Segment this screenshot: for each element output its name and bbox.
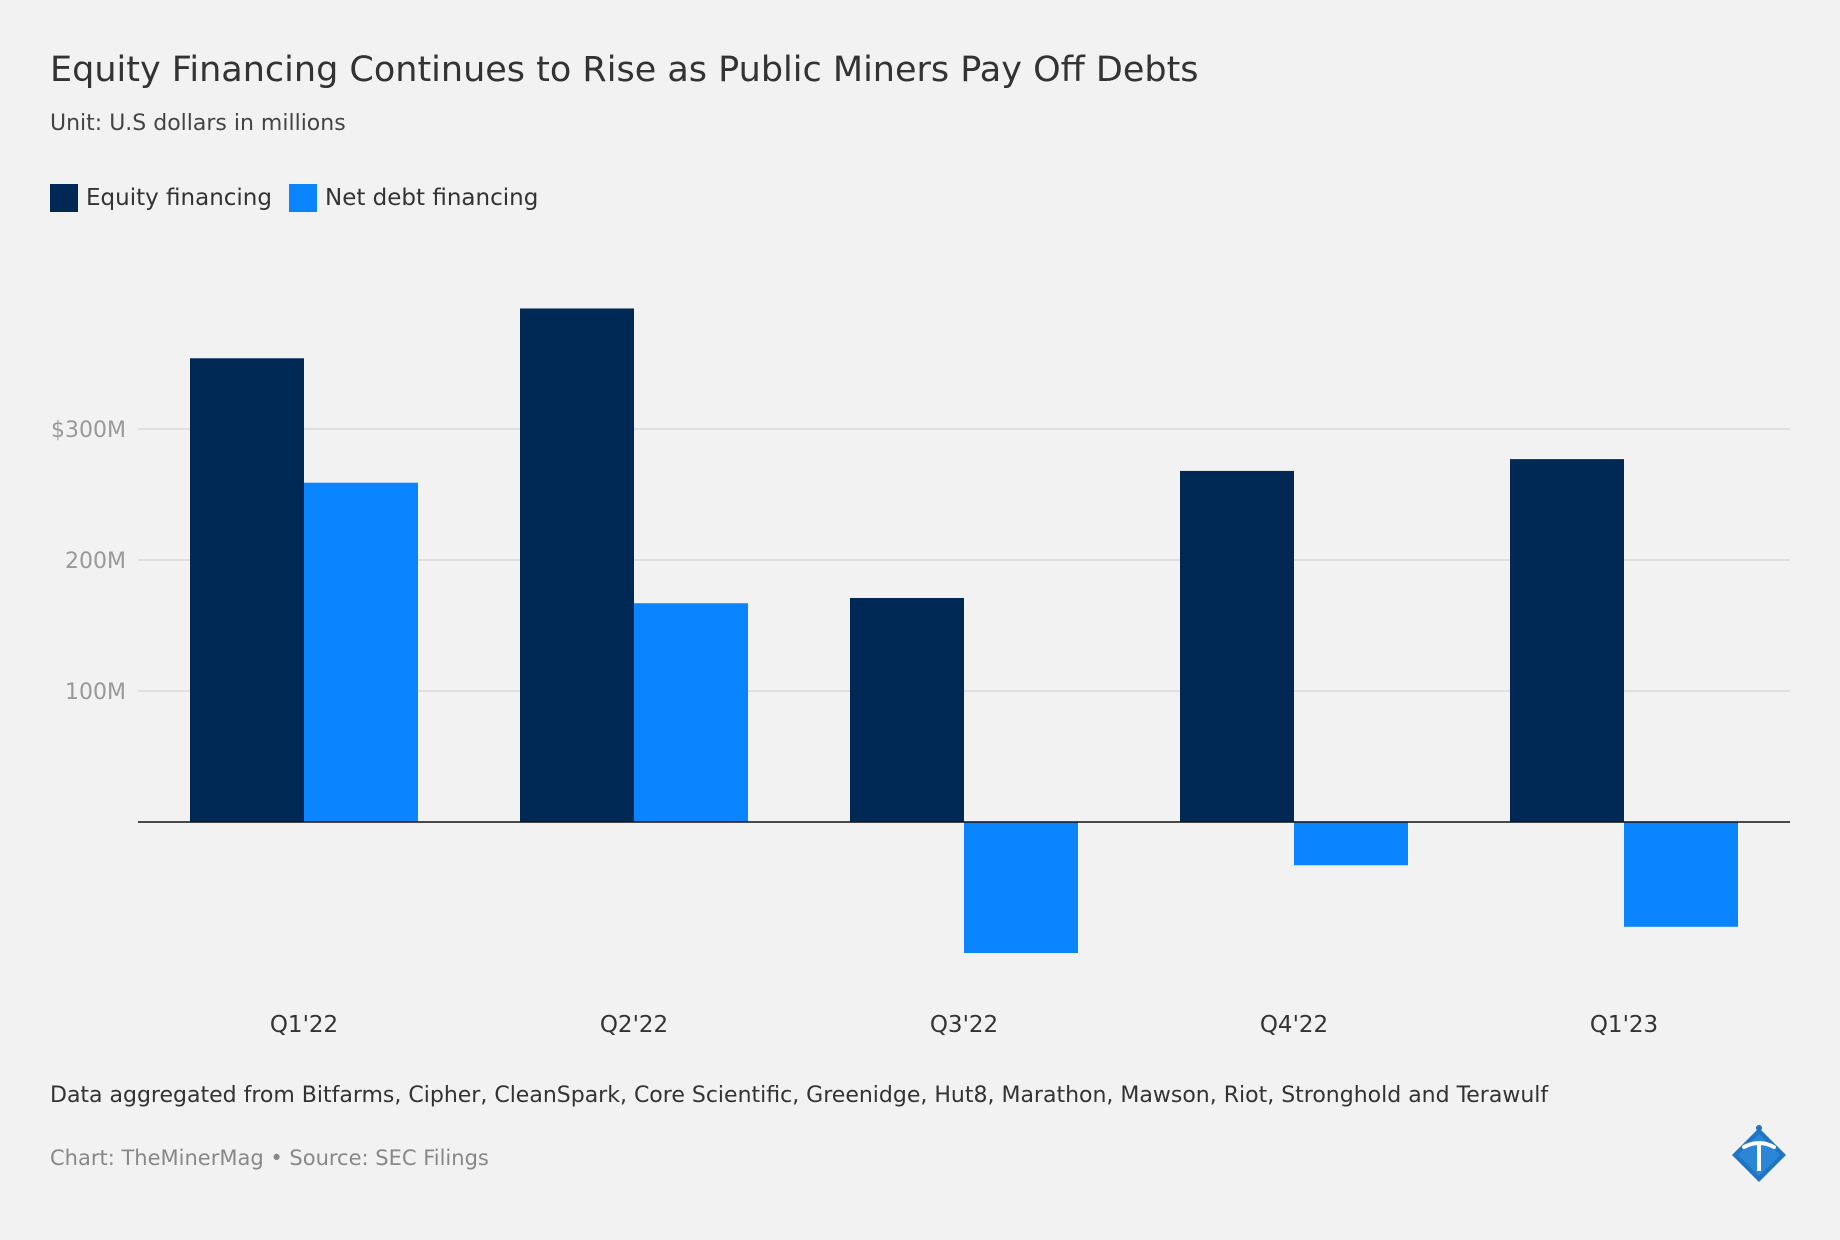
y-tick-label: 100M [65, 680, 126, 705]
legend-swatch-net-debt [289, 184, 317, 212]
legend-swatch-equity [50, 184, 78, 212]
chart-title: Equity Financing Continues to Rise as Pu… [50, 50, 1199, 90]
x-tick-label: Q3'22 [930, 1012, 998, 1038]
pickaxe-logo-icon [1732, 1125, 1786, 1182]
y-tick-label: $300M [51, 418, 126, 443]
bar-equity [520, 308, 634, 823]
legend-item-net-debt: Net debt financing [289, 184, 538, 212]
bar-equity [1180, 470, 1294, 822]
bar-net-debt [1294, 822, 1408, 866]
legend-label-net-debt: Net debt financing [325, 185, 539, 211]
legend: Equity financing Net debt financing [50, 184, 555, 212]
y-tick-label: 200M [65, 549, 126, 574]
bar-net-debt [634, 603, 748, 822]
data-note: Data aggregated from Bitfarms, Cipher, C… [50, 1083, 1549, 1108]
bar-equity [1510, 459, 1624, 822]
chart-credit: Chart: TheMinerMag • Source: SEC Filings [50, 1146, 489, 1170]
x-tick-label: Q1'23 [1590, 1012, 1658, 1038]
bar-net-debt [1624, 822, 1738, 927]
x-tick-label: Q4'22 [1260, 1012, 1328, 1038]
bar-equity [190, 358, 304, 822]
legend-label-equity: Equity financing [86, 185, 272, 211]
bar-net-debt [304, 482, 418, 822]
bar-net-debt [964, 822, 1078, 953]
x-tick-label: Q2'22 [600, 1012, 668, 1038]
bar-equity [850, 597, 964, 822]
chart-subtitle: Unit: U.S dollars in millions [50, 111, 346, 136]
x-tick-label: Q1'22 [270, 1012, 338, 1038]
legend-item-equity: Equity financing [50, 184, 272, 212]
